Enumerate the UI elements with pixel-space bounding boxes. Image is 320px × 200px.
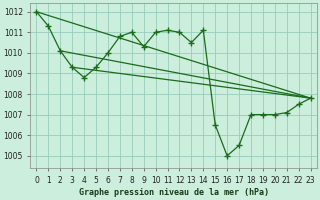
X-axis label: Graphe pression niveau de la mer (hPa): Graphe pression niveau de la mer (hPa) [78, 188, 268, 197]
